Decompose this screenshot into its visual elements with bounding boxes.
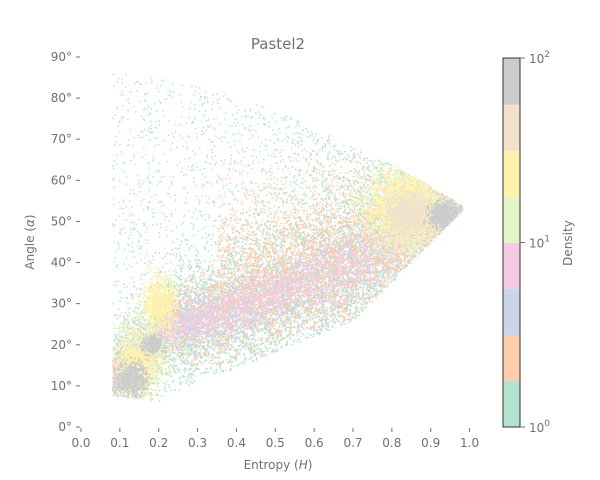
density-plot [112, 73, 464, 402]
colorbar-segment [503, 196, 520, 243]
left-peak-upper [138, 332, 167, 357]
colorbar: 100 101 102 [502, 50, 550, 435]
x-axis-title: Entropy (H) [244, 458, 313, 472]
x-tick-label: 0.2 [149, 436, 168, 450]
x-tick-label: 0.0 [71, 436, 90, 450]
x-tick-label: 1.0 [460, 436, 479, 450]
x-tick-label: 0.6 [305, 436, 324, 450]
colorbar-tick-label: 102 [529, 50, 550, 66]
y-axis-title-close: ) [23, 214, 37, 219]
y-tick-label: 10° [51, 379, 72, 393]
colorbar-segment [503, 288, 520, 336]
colorbar-segment [503, 242, 520, 290]
y-tick-label: 90° [51, 50, 72, 64]
x-axis: 0.0 0.1 0.2 0.3 0.4 0.5 0.6 0.7 0.8 0.9 1.0 [71, 428, 479, 450]
right-peak [423, 197, 462, 235]
x-axis-title-symbol: H [299, 458, 308, 472]
x-tick-label: 0.7 [343, 436, 362, 450]
y-axis-title: Angle (α) [23, 214, 37, 269]
y-tick-label: 40° [51, 256, 72, 270]
y-tick-label: 20° [51, 338, 72, 352]
colorbar-segment [503, 380, 520, 428]
right-lobe-inner [373, 177, 448, 249]
left-peak-lower [112, 356, 153, 399]
x-axis-title-close: ) [308, 458, 313, 472]
x-tick-label: 0.4 [227, 436, 246, 450]
y-tick-label: 80° [51, 91, 72, 105]
y-tick-label: 60° [51, 173, 72, 187]
x-tick-label: 0.3 [188, 436, 207, 450]
y-axis-title-symbol: α [23, 219, 37, 227]
x-tick-label: 0.1 [110, 436, 129, 450]
colorbar-segment [503, 334, 520, 382]
x-axis-title-text: Entropy ( [244, 458, 299, 472]
y-tick-label: 0° [58, 420, 72, 434]
colorbar-tick-label: 101 [529, 235, 550, 251]
left-lobe-upper [135, 263, 182, 350]
x-tick-label: 0.9 [421, 436, 440, 450]
x-tick-label: 0.8 [382, 436, 401, 450]
y-axis-title-text: Angle ( [23, 227, 37, 270]
y-axis: 0° 10° 20° 30° 40° 50° 60° 70° 80° 90° [51, 50, 80, 434]
colorbar-segment [503, 150, 520, 197]
y-tick-label: 30° [51, 297, 72, 311]
y-tick-label: 50° [51, 214, 72, 228]
colorbar-segment [503, 58, 520, 105]
y-tick-label: 70° [51, 132, 72, 146]
colorbar-segment [503, 104, 520, 151]
x-tick-label: 0.5 [266, 436, 285, 450]
colorbar-tick-label: 100 [529, 419, 550, 435]
colorbar-label: Density [561, 220, 575, 266]
chart-title: Pastel2 [251, 35, 305, 53]
